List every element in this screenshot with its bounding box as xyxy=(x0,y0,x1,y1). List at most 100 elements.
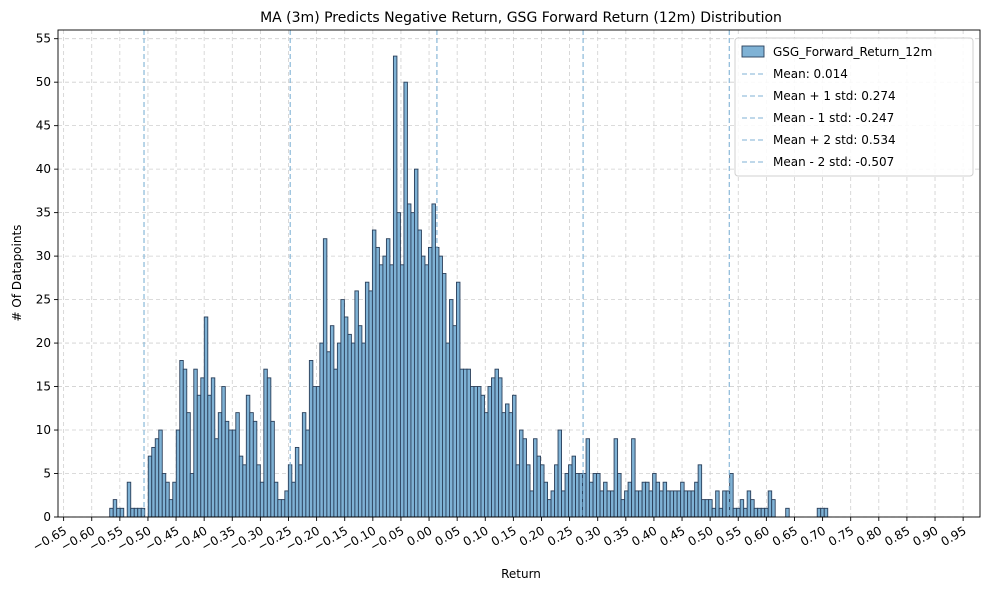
histogram-bar xyxy=(564,473,569,518)
legend-label-reference: Mean - 1 std: -0.247 xyxy=(773,111,894,125)
x-tick-label: 0.10 xyxy=(461,523,491,548)
histogram-bar xyxy=(319,342,324,518)
histogram-bar xyxy=(760,507,766,518)
histogram-bar xyxy=(540,464,545,518)
histogram-bar xyxy=(228,429,233,518)
histogram-bar xyxy=(736,507,741,518)
histogram-bar xyxy=(119,507,125,518)
histogram-bar xyxy=(456,281,461,518)
histogram-bar xyxy=(708,499,713,518)
histogram-bar xyxy=(484,412,489,518)
histogram-bar xyxy=(245,394,251,518)
x-tick-label: 0.75 xyxy=(826,523,856,548)
histogram-bar xyxy=(371,229,377,518)
histogram-bar xyxy=(242,464,247,518)
histogram-bar xyxy=(147,455,153,518)
histogram-bar xyxy=(249,412,254,518)
histogram-bar xyxy=(431,203,436,518)
x-tick-label: 0.40 xyxy=(629,523,659,548)
x-tick-label: 0.30 xyxy=(573,523,603,548)
histogram-bar xyxy=(158,429,163,518)
histogram-bar xyxy=(189,473,195,518)
histogram-bar xyxy=(746,490,752,518)
histogram-bar xyxy=(561,490,566,518)
histogram-bar xyxy=(217,412,223,518)
chart-title: MA (3m) Predicts Negative Return, GSG Fo… xyxy=(260,10,782,26)
histogram-bar xyxy=(364,281,370,518)
histogram-bar xyxy=(336,342,342,518)
histogram-bar xyxy=(151,446,156,518)
histogram-bar xyxy=(186,412,191,518)
histogram-bar xyxy=(536,455,541,518)
histogram-bar xyxy=(697,464,703,518)
histogram-bar xyxy=(252,420,258,518)
histogram-bar xyxy=(603,481,608,518)
y-axis-ticks: 0 5 10 15 20 25 30 35 40 45 50 55 xyxy=(36,32,58,524)
histogram-bar xyxy=(620,499,626,518)
histogram-bar xyxy=(638,490,643,518)
x-tick-label: 0.15 xyxy=(489,523,519,548)
histogram-bar xyxy=(301,412,307,518)
histogram-bar xyxy=(750,499,755,518)
histogram-bar xyxy=(669,490,675,518)
histogram-bar xyxy=(207,394,212,518)
histogram-bar xyxy=(291,481,296,518)
y-tick-label: 45 xyxy=(36,119,51,133)
histogram-bar xyxy=(221,386,226,518)
histogram-bar xyxy=(771,499,776,518)
histogram-bar xyxy=(526,464,531,518)
histogram-bar xyxy=(459,368,464,518)
histogram-bar xyxy=(442,273,447,518)
histogram-bar xyxy=(473,386,478,518)
histogram-bar xyxy=(224,420,230,518)
y-tick-label: 50 xyxy=(36,75,51,89)
histogram-bar xyxy=(753,507,759,518)
histogram-bar xyxy=(466,368,471,518)
x-tick-label: 0.50 xyxy=(686,523,716,548)
histogram-bar xyxy=(126,481,132,518)
histogram-bar xyxy=(361,342,366,518)
histogram-bar xyxy=(231,429,237,518)
histogram-bar xyxy=(673,490,678,518)
histogram-bar xyxy=(624,490,629,518)
histogram-bar xyxy=(729,473,734,518)
histogram-bar xyxy=(399,264,405,518)
histogram-bar xyxy=(161,473,167,518)
histogram-bar xyxy=(508,412,513,518)
histogram-bar xyxy=(585,438,591,518)
x-tick-label: 0.05 xyxy=(433,523,463,548)
histogram-bar xyxy=(498,377,503,518)
histogram-bar xyxy=(652,473,657,518)
x-tick-label: 0.45 xyxy=(657,523,687,548)
histogram-bar xyxy=(543,481,548,518)
histogram-bar xyxy=(659,490,664,518)
histogram-bar xyxy=(368,290,373,518)
histogram-bar xyxy=(568,464,573,518)
histogram-bar xyxy=(378,264,384,518)
histogram-bar xyxy=(606,490,612,518)
histogram-bar xyxy=(494,368,499,518)
histogram-bar xyxy=(137,507,142,518)
histogram-bar xyxy=(168,499,174,518)
x-tick-label: 0.95 xyxy=(938,523,968,548)
x-tick-label: 0.35 xyxy=(601,523,631,548)
histogram-bar xyxy=(491,377,496,518)
plot-frame xyxy=(57,29,981,518)
histogram-bar xyxy=(554,464,559,518)
histogram-bar xyxy=(193,368,198,518)
histogram-bar xyxy=(690,490,696,518)
histogram-bar xyxy=(512,394,517,518)
histogram-bar xyxy=(284,490,289,518)
histogram-bar xyxy=(599,490,605,518)
histogram-bar xyxy=(613,438,619,518)
histogram-bar xyxy=(406,203,412,518)
histogram-bar xyxy=(452,325,457,518)
histogram-bar xyxy=(557,429,562,518)
y-tick-label: 20 xyxy=(36,336,51,350)
histogram-bar xyxy=(610,490,615,518)
histogram-bar xyxy=(315,386,321,518)
histogram-bar xyxy=(280,499,286,518)
x-tick-label: 0.90 xyxy=(910,523,940,548)
histogram-bar xyxy=(641,481,647,518)
